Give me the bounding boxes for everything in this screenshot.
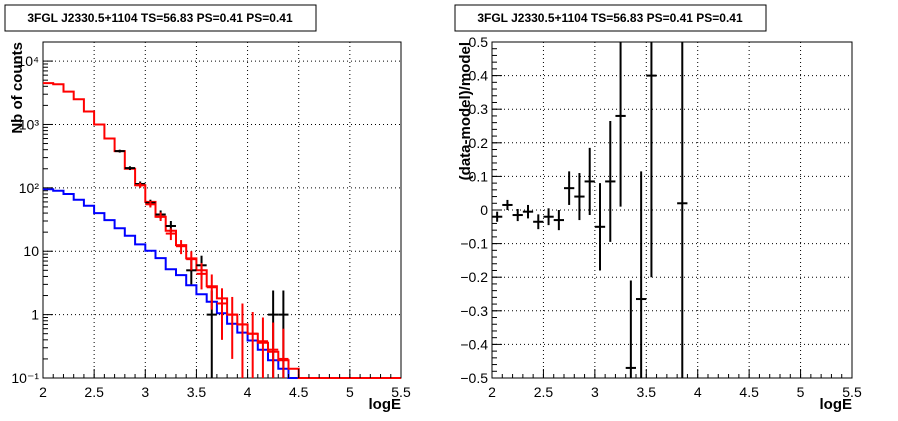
right-x-tick-label: 4.5 (739, 384, 759, 400)
left-x-tick-label: 2 (39, 384, 47, 400)
left-ticks: 2 2.5 3 3.5 4 4.5 5 5.5 10⁻¹ 1 10 10² 10³ 10⁴ (11, 41, 411, 400)
right-y-tick-label: 0.3 (469, 101, 489, 117)
right-xlabel: logE (820, 396, 853, 413)
right-x-tick-label: 2 (488, 384, 496, 400)
right-x-tick-label: 3 (591, 384, 599, 400)
right-ylabel: (data-model)/model (457, 42, 474, 180)
left-x-tick-label: 5.5 (391, 384, 411, 400)
right-x-tick-label: 5.5 (842, 384, 862, 400)
left-x-tick-label: 5 (346, 384, 354, 400)
left-y-tick-label: 1 (31, 307, 39, 323)
right-x-tick-label: 4 (694, 384, 702, 400)
left-grid (42, 42, 402, 378)
right-x-tick-label: 5 (797, 384, 805, 400)
right-series (492, 42, 688, 378)
right-y-tick-label: −0.5 (460, 370, 488, 386)
left-y-tick-label: 10⁴ (17, 53, 39, 69)
right-grid (491, 41, 853, 379)
left-x-tick-label: 4 (244, 384, 252, 400)
right-y-tick-label: 0 (480, 202, 488, 218)
left-x-tick-label: 2.5 (84, 384, 104, 400)
right-panel: 2 2.5 3 3.5 4 4.5 5 5.5 −0.5 −0.4 −0.3 −0.2 −0.1 0 0.1… (454, 4, 862, 413)
right-x-tick-label: 2.5 (534, 384, 554, 400)
right-y-tick-label: −0.2 (460, 269, 488, 285)
left-y-tick-label: 10 (23, 243, 39, 259)
left-title: 3FGL J2330.5+1104 TS=56.83 PS=0.41 PS=0.… (27, 11, 293, 25)
right-y-tick-label: 0.5 (469, 34, 489, 50)
left-ylabel: Nb of counts (9, 42, 26, 134)
right-title: 3FGL J2330.5+1104 TS=56.83 PS=0.41 PS=0.… (477, 11, 743, 25)
left-y-tick-label: 10⁻¹ (11, 370, 39, 386)
left-xlabel: logE (369, 396, 402, 413)
right-y-tick-label: 0.1 (469, 168, 489, 184)
right-title-box (454, 4, 767, 32)
left-series (43, 82, 401, 379)
left-x-tick-label: 4.5 (289, 384, 309, 400)
left-x-tick-label: 3.5 (187, 384, 207, 400)
left-x-tick-label: 3 (141, 384, 149, 400)
right-y-tick-label: −0.4 (460, 336, 488, 352)
left-series-0-step (43, 188, 401, 379)
left-y-tick-label: 10³ (19, 116, 40, 132)
right-y-tick-label: 0.4 (469, 68, 489, 84)
right-x-tick-label: 3.5 (637, 384, 657, 400)
left-title-box (4, 4, 317, 32)
left-panel: 2 2.5 3 3.5 4 4.5 5 5.5 10⁻¹ 1 10 10² 10³ 10⁴ 3FGL J2… (4, 4, 411, 413)
left-y-tick-label: 10² (19, 180, 40, 196)
right-y-tick-label: −0.3 (460, 303, 488, 319)
right-y-tick-label: −0.1 (460, 236, 488, 252)
right-y-tick-label: 0.2 (469, 135, 489, 151)
right-ticks: 2 2.5 3 3.5 4 4.5 5 5.5 −0.5 −0.4 −0.3 −0.2 −0.1 0 0.1… (460, 34, 862, 400)
